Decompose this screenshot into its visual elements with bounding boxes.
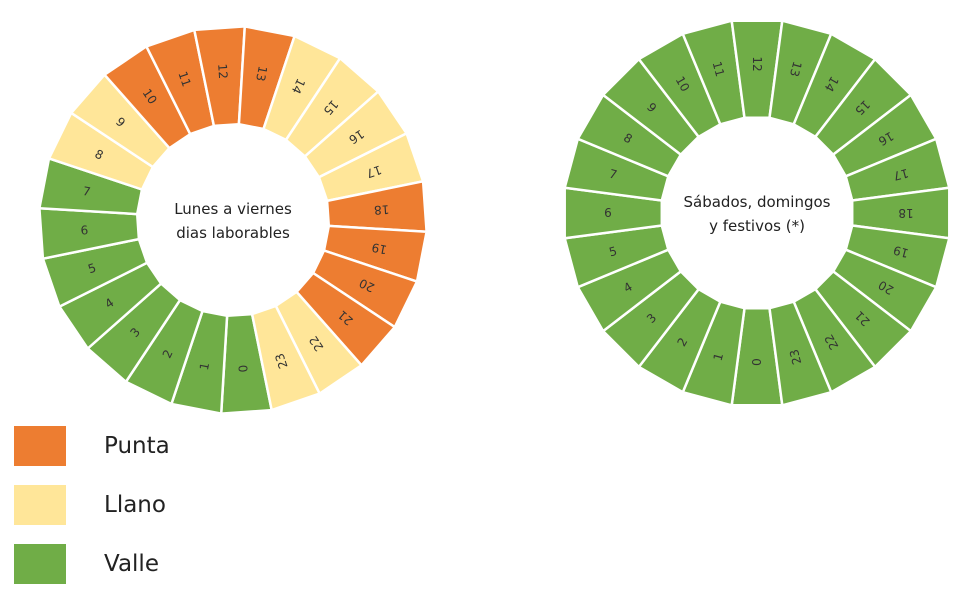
hour-label-0: 0	[236, 364, 250, 373]
hour-label-23: 23	[272, 351, 290, 370]
hour-segment-23	[250, 304, 322, 412]
dial-title-line-1: dias laborables	[176, 224, 290, 242]
dial-title-line-0: Lunes a viernes	[174, 200, 292, 218]
legend: Punta Llano Valle	[14, 426, 170, 603]
hour-segment-23	[768, 300, 833, 407]
legend-swatch-llano	[14, 485, 66, 525]
legend-swatch-valle	[14, 544, 66, 584]
hour-label-5: 5	[608, 244, 619, 260]
hour-label-18: 18	[898, 206, 913, 220]
hour-label-19: 19	[892, 243, 910, 260]
hour-label-23: 23	[787, 348, 804, 366]
hour-label-20: 20	[876, 278, 896, 298]
legend-item-llano: Llano	[14, 485, 170, 525]
hour-label-1: 1	[197, 361, 212, 371]
legend-swatch-punta	[14, 426, 66, 466]
dial-title-line-0: Sábados, domingos	[684, 193, 831, 211]
legend-label-valle: Valle	[104, 551, 159, 577]
hour-label-20: 20	[357, 276, 377, 295]
dial-title-line-1: y festivos (*)	[709, 217, 805, 235]
hour-label-17: 17	[892, 166, 910, 183]
hour-label-17: 17	[364, 162, 383, 180]
hour-label-22: 22	[822, 332, 842, 352]
legend-item-valle: Valle	[14, 544, 170, 584]
hour-label-18: 18	[373, 202, 389, 217]
hour-label-10: 10	[673, 74, 693, 94]
hour-label-6: 6	[604, 206, 612, 220]
legend-item-punta: Punta	[14, 426, 170, 466]
hour-label-13: 13	[253, 65, 270, 83]
hour-label-1: 1	[711, 351, 727, 362]
hour-label-7: 7	[82, 184, 92, 199]
hour-label-12: 12	[750, 56, 764, 71]
hour-label-0: 0	[750, 358, 764, 366]
hour-label-14: 14	[822, 74, 842, 94]
hour-label-14: 14	[289, 76, 308, 96]
hour-label-7: 7	[608, 167, 619, 183]
hour-label-19: 19	[370, 240, 388, 257]
hour-label-16: 16	[876, 129, 896, 149]
legend-label-llano: Llano	[104, 492, 166, 518]
hour-label-11: 11	[175, 70, 193, 89]
hour-label-5: 5	[86, 261, 98, 277]
hour-label-13: 13	[787, 60, 804, 78]
hour-label-11: 11	[710, 60, 727, 78]
legend-label-punta: Punta	[104, 433, 170, 459]
hour-label-12: 12	[215, 63, 230, 79]
hour-label-6: 6	[80, 223, 89, 237]
